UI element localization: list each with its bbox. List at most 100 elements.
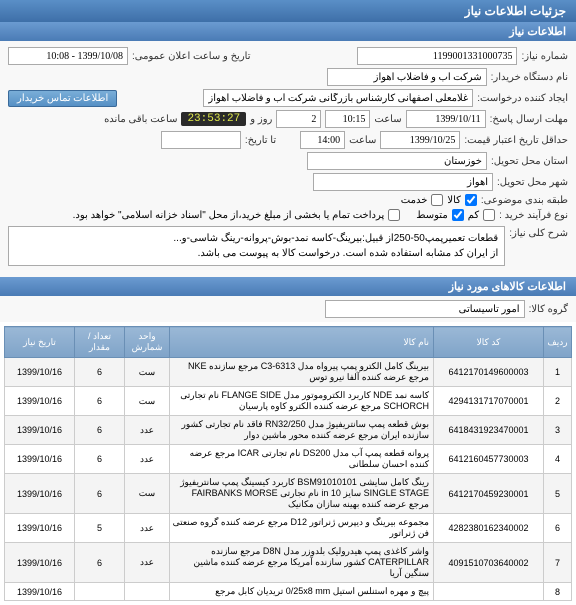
table-cell: ست bbox=[125, 358, 170, 387]
col-header-code: کد کالا bbox=[434, 327, 544, 358]
table-cell: 1399/10/16 bbox=[5, 583, 75, 601]
announce-date-input[interactable] bbox=[8, 47, 128, 65]
table-cell: ست bbox=[125, 474, 170, 514]
buyer-org-input[interactable] bbox=[327, 68, 487, 86]
col-header-unit: واحد شمارش bbox=[125, 327, 170, 358]
delivery-province-label: استان محل تحویل: bbox=[491, 156, 568, 167]
items-section-header: اطلاعات کالاهای مورد نیاز bbox=[0, 277, 576, 296]
table-cell: 5 bbox=[75, 514, 125, 543]
table-cell: 4294131717070001 bbox=[434, 387, 544, 416]
response-deadline-label: مهلت ارسال پاسخ: bbox=[490, 114, 568, 125]
table-cell bbox=[75, 583, 125, 601]
col-header-qty: تعداد / مقدار bbox=[75, 327, 125, 358]
table-row[interactable]: 36418431923470001بوش قطعه پمپ سانتریفیوژ… bbox=[5, 416, 572, 445]
table-row[interactable]: 8 پیچ و مهره استنلس استیل 0/25x8 mm تریدی… bbox=[5, 583, 572, 601]
request-number-input[interactable] bbox=[357, 47, 517, 65]
price-validity-label: حداقل تاریخ اعتبار قیمت: bbox=[464, 135, 568, 146]
table-cell: واشر کاغذی پمپ هیدرولیک بلدوزر مدل D8N م… bbox=[170, 543, 434, 583]
table-cell: 3 bbox=[544, 416, 572, 445]
services-checkbox-label: خدمت bbox=[401, 195, 428, 206]
contact-info-button[interactable]: اطلاعات تماس خریدار bbox=[8, 90, 117, 107]
table-cell: 1 bbox=[544, 358, 572, 387]
table-cell: 5 bbox=[544, 474, 572, 514]
low-checkbox[interactable] bbox=[483, 209, 495, 221]
goods-checkbox-label: کالا bbox=[447, 195, 461, 206]
table-cell: عدد bbox=[125, 416, 170, 445]
table-cell: 1399/10/16 bbox=[5, 416, 75, 445]
col-header-name: نام کالا bbox=[170, 327, 434, 358]
desc-line-1: قطعات تعمیرپمپ50-250از قبیل:بیرینگ-کاسه … bbox=[15, 231, 498, 246]
table-cell: 1399/10/16 bbox=[5, 445, 75, 474]
table-cell: 6 bbox=[75, 416, 125, 445]
table-cell: بوش قطعه پمپ سانتریفیوژ مدل RN32/250 فاق… bbox=[170, 416, 434, 445]
medium-checkbox[interactable] bbox=[452, 209, 464, 221]
main-desc-label: شرح کلی نیاز: bbox=[509, 224, 568, 239]
payment-checkbox[interactable] bbox=[388, 209, 400, 221]
hour-label-2: ساعت bbox=[349, 135, 376, 146]
hour-label-1: ساعت bbox=[374, 114, 401, 125]
table-cell: 4282380162340002 bbox=[434, 514, 544, 543]
response-time-input[interactable] bbox=[325, 110, 370, 128]
countdown-timer: 23:53:27 bbox=[181, 112, 246, 126]
table-row[interactable]: 24294131717070001کاسه نمد NDE کاربرد الک… bbox=[5, 387, 572, 416]
request-number-label: شماره نیاز: bbox=[521, 51, 568, 62]
table-cell: 6 bbox=[544, 514, 572, 543]
payment-note-label: پرداخت تمام یا بخشی از مبلغ خرید،از محل … bbox=[73, 210, 385, 221]
low-checkbox-label: کم bbox=[468, 210, 479, 221]
to-date-input[interactable] bbox=[161, 131, 241, 149]
days-remaining-input[interactable] bbox=[276, 110, 321, 128]
table-cell: 1399/10/16 bbox=[5, 514, 75, 543]
goods-checkbox[interactable] bbox=[465, 194, 477, 206]
table-cell: بیرینگ کامل الکترو پمپ پیرواه مدل C3-631… bbox=[170, 358, 434, 387]
table-cell: 6 bbox=[75, 387, 125, 416]
group-input[interactable] bbox=[325, 300, 525, 318]
table-row[interactable]: 16412170149600003بیرینگ کامل الکترو پمپ … bbox=[5, 358, 572, 387]
response-date-input[interactable] bbox=[406, 110, 486, 128]
table-cell: 1399/10/16 bbox=[5, 543, 75, 583]
table-cell: 6412170149600003 bbox=[434, 358, 544, 387]
announce-date-label: تاریخ و ساعت اعلان عمومی: bbox=[132, 51, 251, 62]
table-cell: 6 bbox=[75, 474, 125, 514]
delivery-city-label: شهر محل تحویل: bbox=[497, 177, 568, 188]
creator-input[interactable] bbox=[203, 89, 473, 107]
table-cell: ست bbox=[125, 387, 170, 416]
desc-line-2: از ایران کد مشابه استفاده شده است. درخوا… bbox=[15, 246, 498, 261]
services-checkbox[interactable] bbox=[431, 194, 443, 206]
table-cell: 6 bbox=[75, 543, 125, 583]
group-label: گروه کالا: bbox=[529, 304, 568, 315]
table-cell: 1399/10/16 bbox=[5, 358, 75, 387]
page-title-header: جزئیات اطلاعات نیاز bbox=[0, 0, 576, 22]
table-cell bbox=[125, 583, 170, 601]
medium-checkbox-label: متوسط bbox=[416, 210, 447, 221]
budget-class-label: طبقه بندی موضوعی: bbox=[481, 195, 568, 206]
table-row[interactable]: 46412160457730003پروانه قطعه پمپ آب مدل … bbox=[5, 445, 572, 474]
price-validity-date-input[interactable] bbox=[380, 131, 460, 149]
table-cell: 6412170459230001 bbox=[434, 474, 544, 514]
table-cell: 4 bbox=[544, 445, 572, 474]
table-cell: عدد bbox=[125, 514, 170, 543]
table-cell bbox=[434, 583, 544, 601]
delivery-city-input[interactable] bbox=[313, 173, 493, 191]
table-cell: 8 bbox=[544, 583, 572, 601]
table-cell: 1399/10/16 bbox=[5, 474, 75, 514]
table-cell: 6 bbox=[75, 445, 125, 474]
buyer-org-label: نام دستگاه خریدار: bbox=[491, 72, 568, 83]
info-section-header: اطلاعات نیاز bbox=[0, 22, 576, 41]
table-cell: پروانه قطعه پمپ آب مدل DS200 نام تجارتی … bbox=[170, 445, 434, 474]
creator-label: ایجاد کننده درخواست: bbox=[477, 93, 568, 104]
table-cell: 6412160457730003 bbox=[434, 445, 544, 474]
price-validity-time-input[interactable] bbox=[300, 131, 345, 149]
table-cell: رینگ کامل سایشی BSM91010101 کاربرد کیسین… bbox=[170, 474, 434, 514]
table-cell: 2 bbox=[544, 387, 572, 416]
table-cell: 6 bbox=[75, 358, 125, 387]
table-row[interactable]: 64282380162340002مجموعه بیرینگ و دیپرس ژ… bbox=[5, 514, 572, 543]
delivery-province-input[interactable] bbox=[307, 152, 487, 170]
description-box: قطعات تعمیرپمپ50-250از قبیل:بیرینگ-کاسه … bbox=[8, 226, 505, 266]
table-cell: کاسه نمد NDE کاربرد الکتروموتور مدل FLAN… bbox=[170, 387, 434, 416]
table-cell: 4091510703640002 bbox=[434, 543, 544, 583]
table-row[interactable]: 74091510703640002واشر کاغذی پمپ هیدرولیک… bbox=[5, 543, 572, 583]
table-cell: پیچ و مهره استنلس استیل 0/25x8 mm تریدیا… bbox=[170, 583, 434, 601]
table-row[interactable]: 56412170459230001رینگ کامل سایشی BSM9101… bbox=[5, 474, 572, 514]
process-type-label: نوع فرآیند خرید : bbox=[499, 210, 568, 221]
col-header-date: تاریخ نیاز bbox=[5, 327, 75, 358]
